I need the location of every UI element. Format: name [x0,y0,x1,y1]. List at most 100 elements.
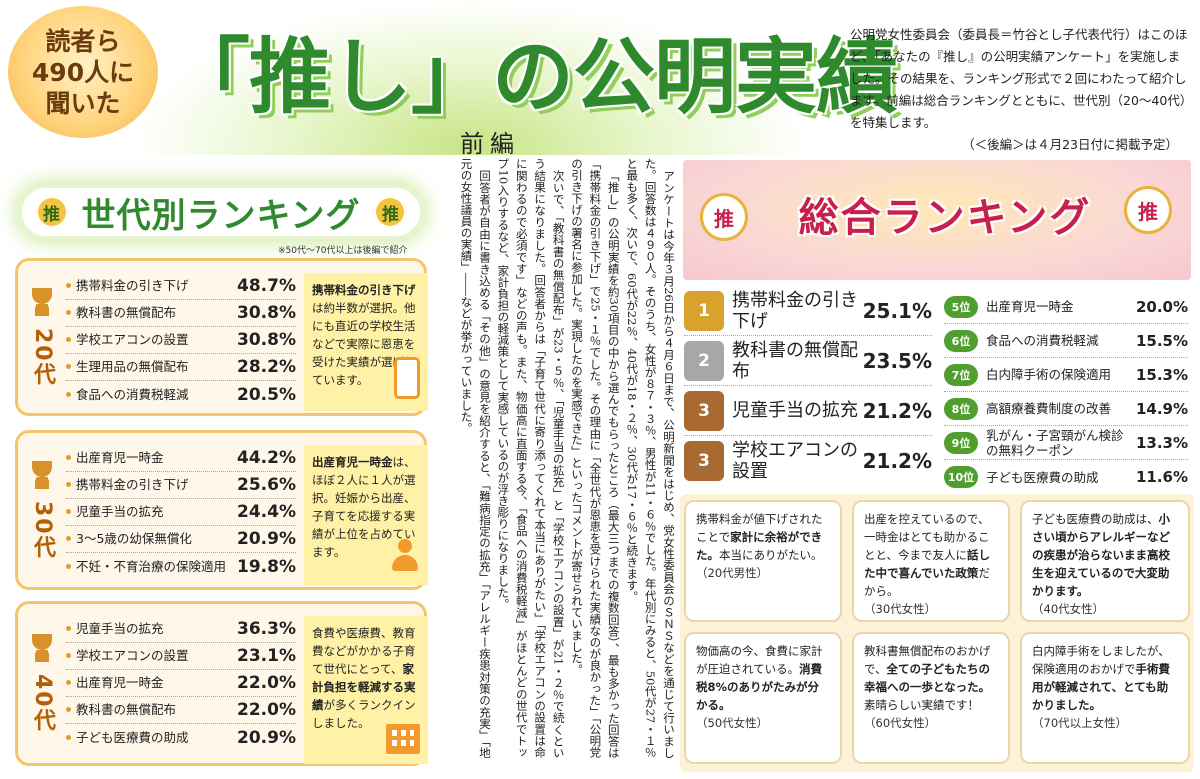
rank-name: 学校エアコンの設置 [66,332,189,348]
age-text: 20代 [30,327,55,387]
rank-row: 児童手当の拡充 24.4% [66,499,296,526]
rank-list: 児童手当の拡充 36.3% 学校エアコンの設置 23.1% 出産育児一時金 22.0%… [66,616,296,751]
comment-card: 教科書無償配布のおかげで、全ての子どもたちの幸福への一歩となった。素晴らしい実績… [852,632,1010,764]
sub-rank-row: 7位 白内障手術の保険適用 15.3% [944,358,1188,392]
rank-name: 食品への消費税軽減 [66,387,189,403]
overall-rest-list: 5位 出産育児一時金 20.0% 6位 食品への消費税軽減 15.5% 7位 白内障手術の… [944,290,1188,494]
rank-name: 出産育児一時金 [66,450,164,466]
silver-trophy-icon: 2 [684,340,724,381]
rank-pct: 28.2% [237,357,296,377]
rank-row: 食品への消費税軽減 20.5% [66,381,296,408]
badge-line: 490人に [31,57,135,87]
top-rank-pct: 25.1% [862,298,932,323]
rank-row: 出産育児一時金 44.2% [66,445,296,472]
age-label: 30代 [24,449,60,571]
comment-highlight: 手術費用が軽減されて、とても助かりました。 [1032,662,1170,712]
comment-card: 出産を控えているので、一時金はとても助かることと、今まで友人に話した中で喜んでい… [852,500,1010,622]
comment-author: （40代女性） [1032,602,1105,616]
generation-heading: 推 世代別ランキング 推 [22,188,420,236]
part-label: 前編 [460,130,520,158]
rank-name: 児童手当の拡充 [66,504,164,520]
rank-name: 携帯料金の引き下げ [66,477,189,493]
sub-rank-pct: 20.0% [1135,297,1188,316]
sub-rank-name: 出産育児一時金 [986,299,1074,314]
comment-highlight: 話した中で喜んでいた政策 [864,548,991,580]
top-rank-row: 3 児童手当の拡充 21.2% [684,386,932,436]
bronze-trophy-icon: 3 [684,441,724,481]
sub-rank-name: 子ども医療費の助成 [986,469,1099,485]
comment-text: 本当にありがたい。 [719,548,823,562]
intro-paragraph: 公明党女性委員会（委員長＝竹谷とし子代表代行）はこのほど、「あなたの『推し』の公… [850,24,1192,156]
sub-rank-pct: 15.5% [1135,331,1188,350]
rank-row: 子ども医療費の助成 20.9% [66,724,296,751]
comment-author: （70代以上女性） [1032,716,1128,730]
push-badge-icon: 推 [35,196,68,228]
rank-pct: 44.2% [237,448,296,468]
top-rank-pct: 21.2% [862,449,932,473]
smartphone-icon [394,357,420,399]
readers-badge: 読者ら 490人に 聞いた [8,6,158,138]
rank-badge: 9位 [944,431,978,454]
trophy-icon [29,287,55,318]
generation-title: 世代別ランキング [81,195,361,236]
generation-box-30s: 30代 出産育児一時金 44.2% 携帯料金の引き下げ 25.6% 児童手当の拡充 2… [15,430,428,590]
comment-author: （50代女性） [696,716,769,730]
sub-rank-pct: 13.3% [1135,433,1188,452]
top-rank-pct: 23.5% [862,348,932,373]
comment-card: 子ども医療費の助成は、小さい頃からアレルギーなどの疾患が治らないまま高校生を迎え… [1020,500,1190,622]
badge-line: 聞いた [45,88,121,118]
rank-pct: 22.0% [237,700,296,720]
comment-author: （30代女性） [864,602,937,616]
overall-title: 総合ランキング [798,195,1092,241]
rank-pct: 24.4% [237,502,296,522]
rank-row: 児童手当の拡充 36.3% [66,616,296,643]
top-rank-name: 教科書の無償配布 [732,339,858,382]
sub-rank-name: 乳がん・子宮頸がん検診の無料クーポン [986,427,1124,458]
push-badge-icon: 推 [374,196,407,228]
rank-name: 出産育児一時金 [66,675,164,691]
rank-list: 携帯料金の引き下げ 48.7% 教科書の無償配布 30.8% 学校エアコンの設置 30… [66,273,296,408]
header-background [130,0,810,155]
comment-card: 携帯料金が値下げされたことで家計に余裕ができた。本当にありがたい。 （20代男性… [684,500,842,622]
rank-row: 不妊・不育治療の保険適用 19.8% [66,553,296,580]
article-paragraph: アンケートは今年３月26日から４月６日まで、公明新聞をはじめ、党女性委員会のＳＮ… [625,158,676,758]
comment-highlight: 家計に余裕ができた。 [696,530,823,562]
sub-rank-name: 白内障手術の保険適用 [986,367,1112,382]
rank-name: 学校エアコンの設置 [66,648,189,664]
rank-badge: 6位 [944,329,978,352]
sub-rank-name: 高額療養費制度の改善 [986,401,1112,416]
age-text: 30代 [30,500,55,560]
rank-name: 教科書の無償配布 [66,305,176,321]
rank-badge: 7位 [944,363,978,386]
trophy-icon [29,460,55,491]
comment-text: 子ども医療費の助成は、 [1032,512,1159,526]
generation-box-40s: 40代 児童手当の拡充 36.3% 学校エアコンの設置 23.1% 出産育児一時金 2… [15,601,428,766]
note-highlight: 携帯料金の引き下げ [312,283,416,297]
rank-name: 3〜5歳の幼保無償化 [66,531,192,547]
sub-rank-row: 10位 子ども医療費の助成 11.6% [944,460,1188,494]
comment-text: 出産を控えているので、一時金はとても助かることと、今まで友人に [864,512,990,562]
sub-rank-name: 食品への消費税軽減 [986,333,1099,348]
comment-highlight: 消費税8%のありがたみが分かる。 [696,662,823,712]
person-icon [390,539,420,573]
rank-row: 3〜5歳の幼保無償化 20.9% [66,526,296,553]
rank-pct: 20.9% [237,727,296,748]
sub-rank-row: 8位 高額療養費制度の改善 14.9% [944,392,1188,426]
rank-pct: 23.1% [237,646,296,666]
rank-name: 児童手当の拡充 [66,621,164,637]
sub-rank-pct: 11.6% [1135,468,1188,486]
rank-pct: 25.6% [237,475,296,495]
comment-text: 白内障手術をしましたが、保険適用のおかげで [1032,644,1170,676]
note-text: は約半数が選択。他にも直近の学校生活などで実際に恩恵を受けた実績が選ばれています… [312,301,416,387]
bronze-trophy-icon: 3 [684,390,724,431]
generation-note: ※50代〜70代以上は後編で紹介 [278,246,408,256]
top-rank-row: 1 携帯料金の引き下げ 25.1% [684,286,932,336]
badge-line: 読者ら [45,26,121,56]
note-card: 出産育児一時金は、ほぼ２人に１人が選択。妊娠から出産、子育てを応援する実績が上位… [304,445,428,585]
rank-pct: 36.3% [237,619,296,639]
rank-name: 子ども医療費の助成 [66,730,189,746]
generation-box-20s: 20代 携帯料金の引き下げ 48.7% 教科書の無償配布 30.8% 学校エアコンの… [15,258,428,416]
top-rank-name: 携帯料金の引き下げ [732,289,858,332]
rank-list: 出産育児一時金 44.2% 携帯料金の引き下げ 25.6% 児童手当の拡充 24.4%… [66,445,296,580]
sub-rank-pct: 15.3% [1135,365,1188,384]
